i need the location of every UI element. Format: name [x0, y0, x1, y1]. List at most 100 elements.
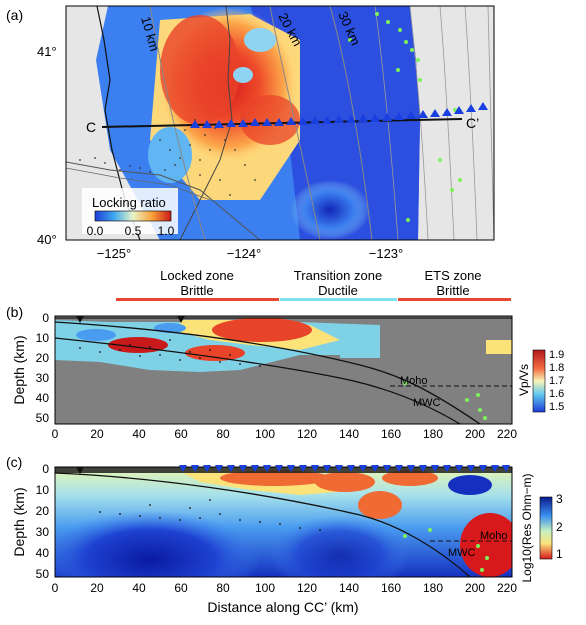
lat-label-41: 41° [37, 44, 57, 59]
b-xtick-220: 220 [497, 427, 517, 441]
c-ytick-10: 10 [36, 483, 50, 497]
panel-b-label: (b) [6, 304, 23, 320]
vpvs-tick-16: 1.6 [549, 388, 564, 400]
station-marker-c [76, 467, 84, 474]
c-xtick-220: 220 [497, 581, 517, 595]
b-xtick-180: 180 [423, 427, 443, 441]
lon-label-124: −124° [227, 246, 261, 261]
res-tick-3: 3 [556, 492, 563, 506]
station-marker-b-2 [177, 316, 185, 323]
slab-top [55, 321, 481, 424]
fault-zone-2 [66, 167, 211, 201]
contour-80km [487, 6, 494, 240]
c-xtick-140: 140 [339, 581, 359, 595]
b-ytick-50: 50 [36, 411, 50, 425]
locking-low-spot-2 [244, 28, 276, 52]
c-ytick-0: 0 [42, 462, 49, 476]
resistivity-low-1 [220, 470, 330, 486]
vpvs-low-1 [76, 329, 116, 341]
panel-c-yticks: 0 10 20 30 40 50 [36, 462, 50, 581]
vpvs-tick-15: 1.5 [549, 401, 564, 413]
slab-bottom [55, 337, 461, 424]
vpvs-far-east [486, 340, 512, 354]
b-ytick-30: 30 [36, 371, 50, 385]
legend-title: Locking ratio [92, 195, 166, 210]
c-xtick-0: 0 [52, 581, 59, 595]
panel-c-frame [54, 466, 513, 578]
b-xtick-100: 100 [255, 427, 275, 441]
b-ytick-40: 40 [36, 391, 50, 405]
c-xtick-60: 60 [174, 581, 188, 595]
resistivity-low-4 [382, 470, 438, 486]
resistivity-low-2 [315, 472, 375, 492]
vpvs-colorbar-ticks: 1.9 1.8 1.7 1.6 1.5 [549, 349, 564, 413]
resistivity-resistor-east [448, 475, 492, 495]
resistivity-low-3 [358, 491, 402, 519]
c-xlabel: Distance along CC’ (km) [207, 599, 358, 615]
panel-b-frame [54, 315, 513, 425]
profile-end-label: C’ [466, 115, 479, 131]
c-green-events [403, 528, 489, 572]
legend-colorbar [94, 210, 172, 222]
legend-tick-0: 0.0 [87, 224, 104, 238]
b-xtick-200: 200 [465, 427, 485, 441]
c-ylabel: Depth (km) [11, 487, 27, 556]
c-xtick-120: 120 [297, 581, 317, 595]
b-xtick-60: 60 [174, 427, 188, 441]
zone-locked-bar [116, 298, 279, 301]
panel-c-xticks: 0 20 40 60 80 100 120 140 160 180 200 22… [52, 581, 518, 595]
c-ytick-30: 30 [36, 525, 50, 539]
moho-label-c: Moho [480, 530, 508, 542]
mwc-label-c: MWC [448, 547, 476, 559]
station-marker-b-1 [76, 316, 84, 323]
c-mt-stations [179, 465, 510, 472]
c-xtick-80: 80 [216, 581, 230, 595]
zone-transition-bar [280, 298, 397, 301]
vpvs-colorbar-label: Vp/Vs [517, 364, 531, 396]
locking-low-southeast [290, 180, 370, 240]
panel-a-frame [65, 5, 495, 241]
b-xtick-160: 160 [381, 427, 401, 441]
c-ytick-50: 50 [36, 567, 50, 581]
zone-ets-title: ETS zone [424, 268, 481, 283]
b-xtick-80: 80 [216, 427, 230, 441]
b-ytick-0: 0 [42, 311, 49, 325]
b-ytick-10: 10 [36, 331, 50, 345]
locking-high-west [160, 15, 240, 125]
resistivity-surface [55, 467, 512, 473]
locking-high-east [240, 95, 300, 145]
c-seismicity [99, 499, 321, 531]
panel-b-yticks: 0 10 20 30 40 50 [36, 311, 50, 425]
vpvs-tick-18: 1.8 [549, 362, 564, 374]
lon-label-123: −123° [369, 246, 403, 261]
c-xtick-180: 180 [423, 581, 443, 595]
b-xtick-140: 140 [339, 427, 359, 441]
resistivity-deep-blue-2 [270, 515, 410, 577]
contour-30km [329, 6, 373, 240]
zone-ets-subtitle: Brittle [436, 283, 469, 298]
seismicity-gray [79, 119, 256, 196]
b-ylabel: Depth (km) [11, 335, 27, 404]
zone-transition-title: Transition zone [294, 268, 382, 283]
panel-b-plot [55, 316, 512, 424]
c-xtick-20: 20 [90, 581, 104, 595]
c-slab-top [55, 472, 471, 577]
b-ytick-20: 20 [36, 351, 50, 365]
mwc-label-b: MWC [413, 397, 441, 409]
fault-zone [66, 161, 261, 240]
legend-tick-05: 0.5 [125, 224, 142, 238]
c-ytick-40: 40 [36, 546, 50, 560]
panel-c-plot [55, 467, 512, 577]
seismicity-green [348, 12, 462, 222]
vpvs-tick-17: 1.7 [549, 375, 564, 387]
locking-low-spot [233, 67, 253, 83]
zone-locked-subtitle: Brittle [180, 283, 213, 298]
zone-transition-subtitle: Ductile [318, 283, 358, 298]
contour-60km [439, 6, 455, 240]
profile-start-label: C [86, 119, 96, 135]
contour-70km [464, 6, 478, 240]
vpvs-colorbar [532, 349, 546, 413]
b-xtick-20: 20 [90, 427, 104, 441]
